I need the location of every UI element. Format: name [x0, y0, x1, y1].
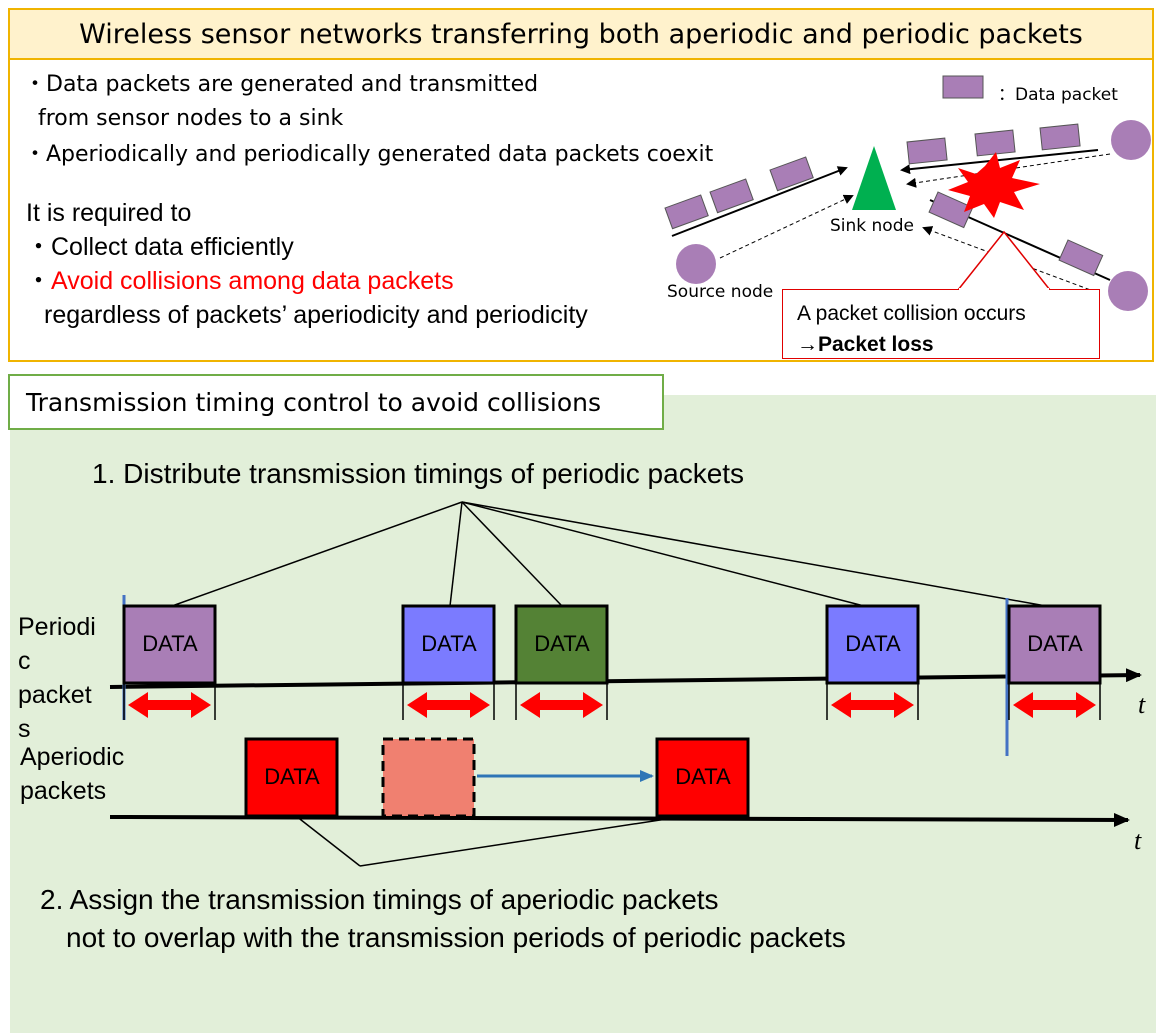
- scenario-title: Wireless sensor networks transferring bo…: [8, 8, 1154, 60]
- legend-packet-swatch: [942, 75, 984, 99]
- source-node-top-right: [1111, 120, 1151, 160]
- callout-line-1: A packet collision occurs: [797, 302, 1026, 325]
- periodic-interval-ticks: [123, 680, 1101, 720]
- aperiodic-label-line-1: Aperiodic: [20, 743, 125, 771]
- svg-text:DATA: DATA: [675, 764, 731, 789]
- packet-bottomright-1: [928, 191, 974, 229]
- bullet-line-2: from sensor nodes to a sink: [24, 106, 344, 131]
- step-2-line-1: 2. Assign the transmission timings of ap…: [40, 884, 719, 915]
- svg-text:DATA: DATA: [1027, 631, 1083, 656]
- svg-text:DATA: DATA: [534, 631, 590, 656]
- packet-topright-1: [906, 137, 948, 165]
- svg-text:DATA: DATA: [264, 764, 320, 789]
- packet-left-2: [709, 178, 754, 214]
- periodic-time-axis: [109, 668, 1142, 689]
- svg-text:DATA: DATA: [142, 631, 198, 656]
- path-topright-dashed: [906, 153, 1111, 188]
- svg-text:DATA: DATA: [845, 631, 901, 656]
- requirement-3: regardless of packets’ aperiodicity and …: [44, 301, 588, 329]
- packet-left-1: [664, 194, 709, 230]
- bullet-line-1: ・Data packets are generated and transmit…: [24, 72, 539, 97]
- aperiodic-axis-label: Aperiodic packets: [20, 740, 124, 808]
- periodic-packet-5: DATA: [1007, 604, 1102, 685]
- packet-topright-2: [974, 129, 1016, 157]
- requirement-1: ・Collect data efficiently: [26, 233, 294, 261]
- aperiodic-packet-original-slot: [381, 737, 476, 818]
- step-2-line-2: not to overlap with the transmission per…: [66, 922, 846, 953]
- legend-label: ：Data packet: [998, 85, 1118, 105]
- svg-text:DATA: DATA: [421, 631, 477, 656]
- collision-icon: [948, 152, 1040, 218]
- sink-node-icon: [852, 146, 896, 210]
- periodic-packet-2: DATA: [401, 604, 496, 685]
- packet-topright-3: [1039, 123, 1081, 151]
- collision-callout: A packet collision occurs →Packet loss: [782, 289, 1100, 359]
- periodic-packet-4: DATA: [825, 604, 920, 685]
- periodic-label-line-3: packet: [18, 681, 92, 709]
- required-heading: It is required to: [26, 199, 192, 227]
- periodic-packet-3: DATA: [514, 604, 609, 685]
- path-left-solid: [671, 166, 848, 237]
- periodic-time-label: t: [1138, 690, 1146, 719]
- callout-line-2: →Packet loss: [797, 333, 934, 356]
- transmission-period-arrows: [128, 692, 1096, 718]
- periodic-label-line-4: s: [18, 715, 31, 743]
- source-node-bottom-right: [1108, 271, 1148, 311]
- timing-title: Transmission timing control to avoid col…: [8, 374, 664, 430]
- aperiodic-packet-rescheduled: DATA: [655, 737, 750, 818]
- network-illustration: [664, 75, 1151, 311]
- path-left-dashed: [719, 194, 854, 259]
- aperiodic-label-line-2: packets: [20, 777, 107, 805]
- callout-join: [959, 288, 1049, 292]
- requirement-2-bullet: ・: [26, 267, 52, 295]
- step-2-pointer-lines: [295, 815, 687, 867]
- source-node-left: [676, 244, 716, 284]
- packet-bottomright-2: [1058, 239, 1104, 277]
- timing-diagram: DATA DATA DATA DATA DATA DATA: [109, 501, 1142, 867]
- source-node-label: Source node: [667, 282, 774, 302]
- step-1-text: 1. Distribute transmission timings of pe…: [92, 458, 745, 489]
- path-topright-solid: [900, 149, 1099, 175]
- periodic-axis-label: Periodi c packet s: [18, 610, 96, 746]
- packet-left-3: [769, 156, 814, 192]
- periodic-label-line-1: Periodi: [18, 613, 96, 641]
- aperiodic-packet-1: DATA: [244, 737, 339, 818]
- sink-node-label: Sink node: [830, 216, 914, 236]
- bullet-line-3: ・Aperiodically and periodically generate…: [24, 142, 714, 167]
- callout-pointer: [956, 230, 1052, 291]
- requirement-2: ・Avoid collisions among data packets: [26, 264, 454, 298]
- step-1-pointer-lines: [171, 501, 1047, 607]
- periodic-packet-1: DATA: [122, 604, 217, 685]
- requirement-2-text: Avoid collisions among data packets: [51, 267, 454, 295]
- aperiodic-time-label: t: [1134, 826, 1142, 855]
- periodic-label-line-2: c: [18, 647, 31, 675]
